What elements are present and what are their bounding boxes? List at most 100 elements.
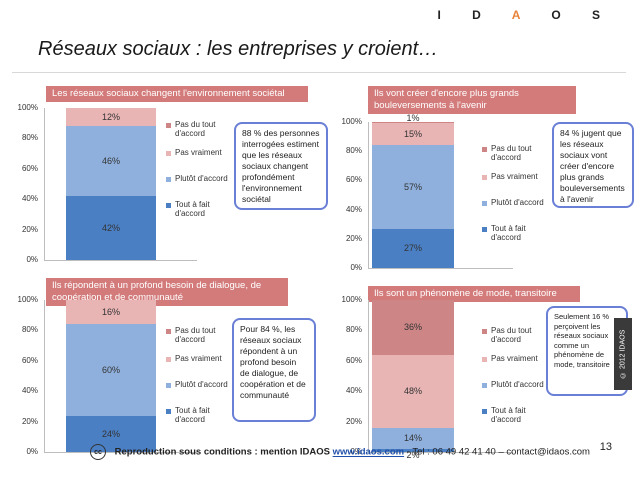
chart-3-legend-item: Pas vraiment (166, 354, 236, 363)
legend-swatch-icon (166, 177, 171, 182)
chart-1-data-label: 12% (101, 112, 120, 123)
legend-label: Plutôt d'accord (491, 198, 544, 207)
chart-3-ytick: 0% (26, 447, 38, 456)
chart-3-axis-frame (44, 300, 197, 453)
chart-1-ytick: 0% (26, 255, 38, 264)
legend-label: Pas vraiment (491, 172, 538, 181)
chart-3-legend-item: Tout à fait d'accord (166, 406, 236, 424)
chart-4-ytick: 0% (350, 447, 362, 456)
chart-2-bar-segment-pas_vraiment: 15% (372, 123, 454, 146)
chart-4-bar-segment-plutot: 14% (372, 427, 454, 449)
legend-label: Tout à fait d'accord (491, 406, 526, 424)
footer-contact-text: - Tel : 06 49 42 41 40 – contact@idaos.c… (406, 446, 590, 458)
chart-4-ytick: 20% (345, 416, 362, 426)
chart-3-ytick: 60% (21, 355, 38, 365)
chart-1-header: Les réseaux sociaux changent l'environne… (46, 86, 308, 102)
chart-1-legend-item: Plutôt d'accord (166, 174, 236, 183)
legend-label: Plutôt d'accord (175, 380, 228, 389)
legend-swatch-icon (166, 203, 171, 208)
chart-2-bar-segment-pas_du_tout (372, 122, 454, 124)
chart-3-ytick: 80% (21, 325, 38, 335)
chart-1-ytick: 40% (21, 194, 38, 204)
legend-swatch-icon (166, 383, 171, 388)
chart-1-legend-item: Pas vraiment (166, 148, 236, 157)
chart-2-data-label: 15% (403, 129, 422, 140)
chart-2-bar-segment-plutot: 57% (372, 145, 454, 229)
chart-3-callout: Pour 84 %, les réseaux sociaux répondent… (232, 318, 316, 422)
chart-2-legend-item: Plutôt d'accord (482, 198, 552, 207)
legend-label: Pas vraiment (175, 354, 222, 363)
legend-label: Plutôt d'accord (491, 380, 544, 389)
chart-4-ytick: 40% (345, 386, 362, 396)
chart-2-callout: 84 % jugent que les réseaux sociaux vont… (552, 122, 634, 208)
chart-2-legend: Pas du tout d'accord Pas vraiment Plutôt d… (482, 144, 552, 254)
chart-3-bar-segment-pas_vraiment: 16% (66, 300, 156, 325)
chart-2-ytick: 80% (345, 146, 362, 156)
footer-reproduction-text: Reproduction sous conditions : mention I… (114, 446, 330, 458)
legend-swatch-icon (166, 329, 171, 334)
chart-1-ytick: 60% (21, 163, 38, 173)
chart-1-legend-item: Tout à fait d'accord (166, 200, 236, 218)
chart-3-ytick: 40% (21, 386, 38, 396)
legend-swatch-icon (482, 147, 487, 152)
chart-3-legend: Pas du tout d'accord Pas vraiment Plutôt d… (166, 326, 236, 436)
title-divider (12, 72, 626, 73)
legend-swatch-icon (482, 201, 487, 206)
chart-3-data-label: 60% (101, 364, 120, 375)
chart-4-legend-item: Pas vraiment (482, 354, 552, 363)
chart-3-legend-item: Plutôt d'accord (166, 380, 236, 389)
legend-label: Pas du tout d'accord (491, 144, 532, 162)
chart-2-header: Ils vont créer d'encore plus grands boul… (368, 86, 576, 114)
page-number: 13 (599, 441, 612, 453)
chart-4-ytick: 80% (345, 325, 362, 335)
chart-3-ytick: 100% (17, 295, 38, 304)
chart-2-data-label: 57% (403, 181, 422, 192)
chart-3-legend-item: Pas du tout d'accord (166, 326, 236, 344)
chart-2-legend-item: Tout à fait d'accord (482, 224, 552, 242)
chart-3-ytick: 20% (21, 416, 38, 426)
legend-label: Tout à fait d'accord (175, 200, 210, 218)
chart-1-axis-frame (44, 108, 197, 261)
legend-label: Pas du tout d'accord (175, 120, 216, 138)
legend-swatch-icon (166, 123, 171, 128)
legend-swatch-icon (482, 357, 487, 362)
page-title: Réseaux sociaux : les entreprises y croi… (38, 38, 439, 60)
chart-3-header: Ils répondent à un profond besoin de dia… (46, 278, 288, 306)
chart-4-ytick: 100% (341, 295, 362, 304)
chart-4-data-label: 48% (403, 386, 422, 397)
chart-1-bar-segment-tout_a_fait: 42% (66, 196, 156, 260)
chart-1-ytick: 80% (21, 133, 38, 143)
footer: cc Reproduction sous conditions : mentio… (90, 444, 590, 460)
chart-1-legend: Pas du tout d'accord Pas vraiment Plutôt d… (166, 120, 236, 230)
chart-4-axis-frame (368, 300, 513, 453)
chart-2-ytick: 100% (341, 117, 362, 126)
legend-label: Plutôt d'accord (175, 174, 228, 183)
creative-commons-icon: cc (90, 444, 106, 460)
chart-4-legend-item: Plutôt d'accord (482, 380, 552, 389)
chart-4-legend-item: Pas du tout d'accord (482, 326, 552, 344)
chart-2-ytick: 0% (350, 263, 362, 272)
legend-swatch-icon (166, 409, 171, 414)
chart-4-data-label: 2% (406, 449, 420, 460)
legend-label: Tout à fait d'accord (175, 406, 210, 424)
chart-4-ytick: 60% (345, 355, 362, 365)
chart-1-data-label: 46% (101, 156, 120, 167)
chart-4-data-label: 14% (403, 433, 422, 444)
legend-swatch-icon (166, 357, 171, 362)
chart-2-legend-item: Pas vraiment (482, 172, 552, 181)
chart-4-legend-item: Tout à fait d'accord (482, 406, 552, 424)
chart-3-bar-segment-plutot: 60% (66, 324, 156, 416)
chart-4-data-label: 36% (403, 322, 422, 333)
chart-2-bar-segment-tout_a_fait: 27% (372, 228, 454, 268)
brand-logo: I D A O S (437, 8, 614, 22)
footer-website-link[interactable]: www.idaos.com (332, 446, 405, 458)
chart-1-ytick: 100% (17, 103, 38, 112)
legend-swatch-icon (482, 383, 487, 388)
legend-label: Tout à fait d'accord (491, 224, 526, 242)
legend-swatch-icon (482, 175, 487, 180)
chart-2-legend-item: Pas du tout d'accord (482, 144, 552, 162)
legend-swatch-icon (482, 409, 487, 414)
chart-2-data-label: 27% (403, 243, 422, 254)
chart-1-bar-segment-plutot: 46% (66, 126, 156, 197)
legend-swatch-icon (166, 151, 171, 156)
